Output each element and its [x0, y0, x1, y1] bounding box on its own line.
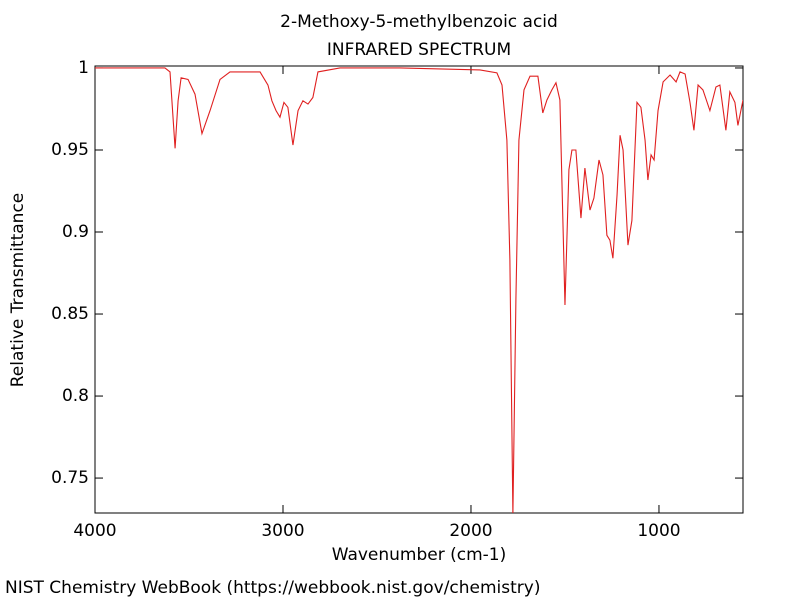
spectrum-line — [95, 67, 743, 513]
chart-title: 2-Methoxy-5-methylbenzoic acid — [280, 12, 558, 32]
chart-subtitle: INFRARED SPECTRUM — [327, 40, 511, 60]
x-axis-label: Wavenumber (cm-1) — [332, 545, 507, 565]
x-tick-label: 3000 — [261, 521, 304, 541]
x-tick-label: 1000 — [637, 521, 680, 541]
y-tick-label: 0.95 — [51, 140, 89, 160]
x-tick-label: 2000 — [449, 521, 492, 541]
y-tick-label: 0.8 — [62, 386, 89, 406]
credit: NIST Chemistry WebBook (https://webbook.… — [5, 578, 540, 598]
x-tick-label: 4000 — [73, 521, 116, 541]
y-tick-label: 0.85 — [51, 304, 89, 324]
y-tick-label: 1 — [78, 58, 89, 78]
y-axis-label: Relative Transmittance — [8, 193, 28, 388]
y-tick-label: 0.9 — [62, 222, 89, 242]
y-tick-label: 0.75 — [51, 468, 89, 488]
plot-frame — [94, 65, 744, 514]
